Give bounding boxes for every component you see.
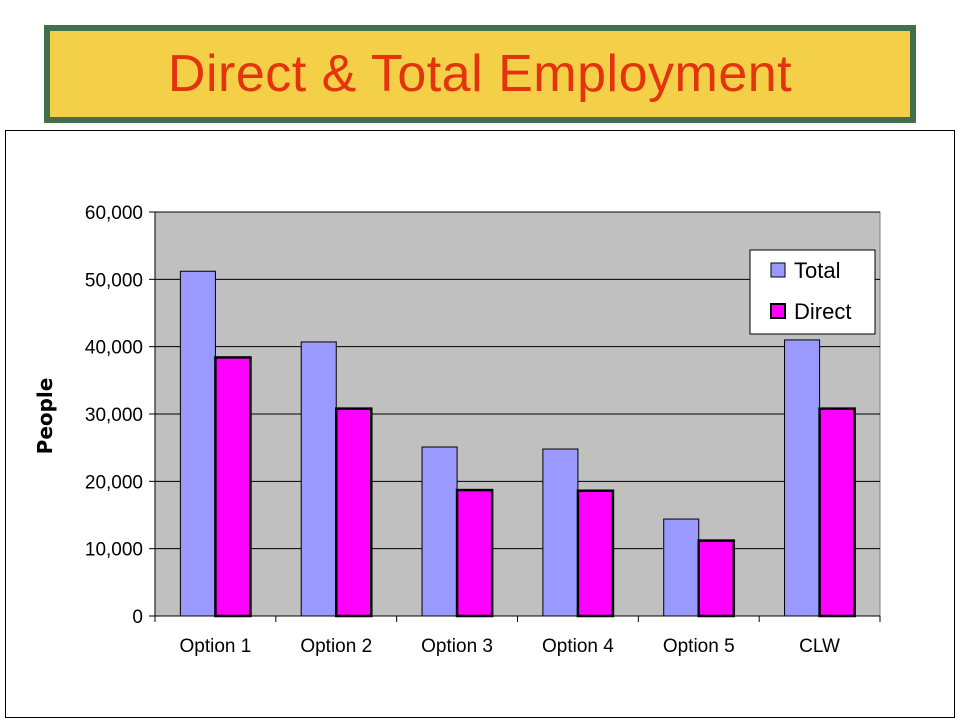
legend-label-direct: Direct [794, 299, 851, 324]
x-tick-label: CLW [799, 636, 840, 657]
slide-title: Direct & Total Employment [167, 45, 793, 103]
legend-swatch-direct [770, 303, 786, 319]
y-tick-label: 60,000 [85, 203, 143, 224]
bar-total-option-4 [542, 448, 579, 617]
y-tick-label: 30,000 [85, 405, 143, 426]
legend: Total Direct [749, 249, 876, 335]
bar-total-clw [784, 339, 821, 617]
x-tick-label: Option 1 [180, 636, 252, 657]
bar-direct-option-1 [214, 356, 252, 618]
legend-label-total: Total [794, 258, 840, 283]
bar-total-option-3 [421, 446, 458, 617]
bar-direct-option-5 [697, 539, 736, 618]
y-tick-label: 20,000 [85, 472, 143, 493]
bar-total-option-2 [300, 341, 337, 617]
x-tick-label: Option 2 [300, 636, 372, 657]
bar-direct-clw [818, 407, 856, 618]
bar-direct-option-4 [576, 489, 615, 618]
y-tick-label: 50,000 [85, 270, 143, 291]
title-banner: Direct & Total Employment [44, 25, 916, 123]
bar-direct-option-2 [335, 407, 373, 618]
legend-swatch-total [770, 262, 786, 278]
y-axis-label: People [33, 378, 57, 455]
x-tick-label: Option 5 [663, 636, 735, 657]
y-tick-label: 10,000 [85, 540, 143, 561]
bar-direct-option-3 [455, 488, 494, 618]
y-tick-label: 40,000 [85, 338, 143, 359]
x-tick-label: Option 4 [542, 636, 614, 657]
x-tick-label: Option 3 [421, 636, 493, 657]
bar-total-option-5 [663, 518, 700, 617]
bar-total-option-1 [179, 270, 216, 617]
y-tick-label: 0 [132, 607, 143, 628]
